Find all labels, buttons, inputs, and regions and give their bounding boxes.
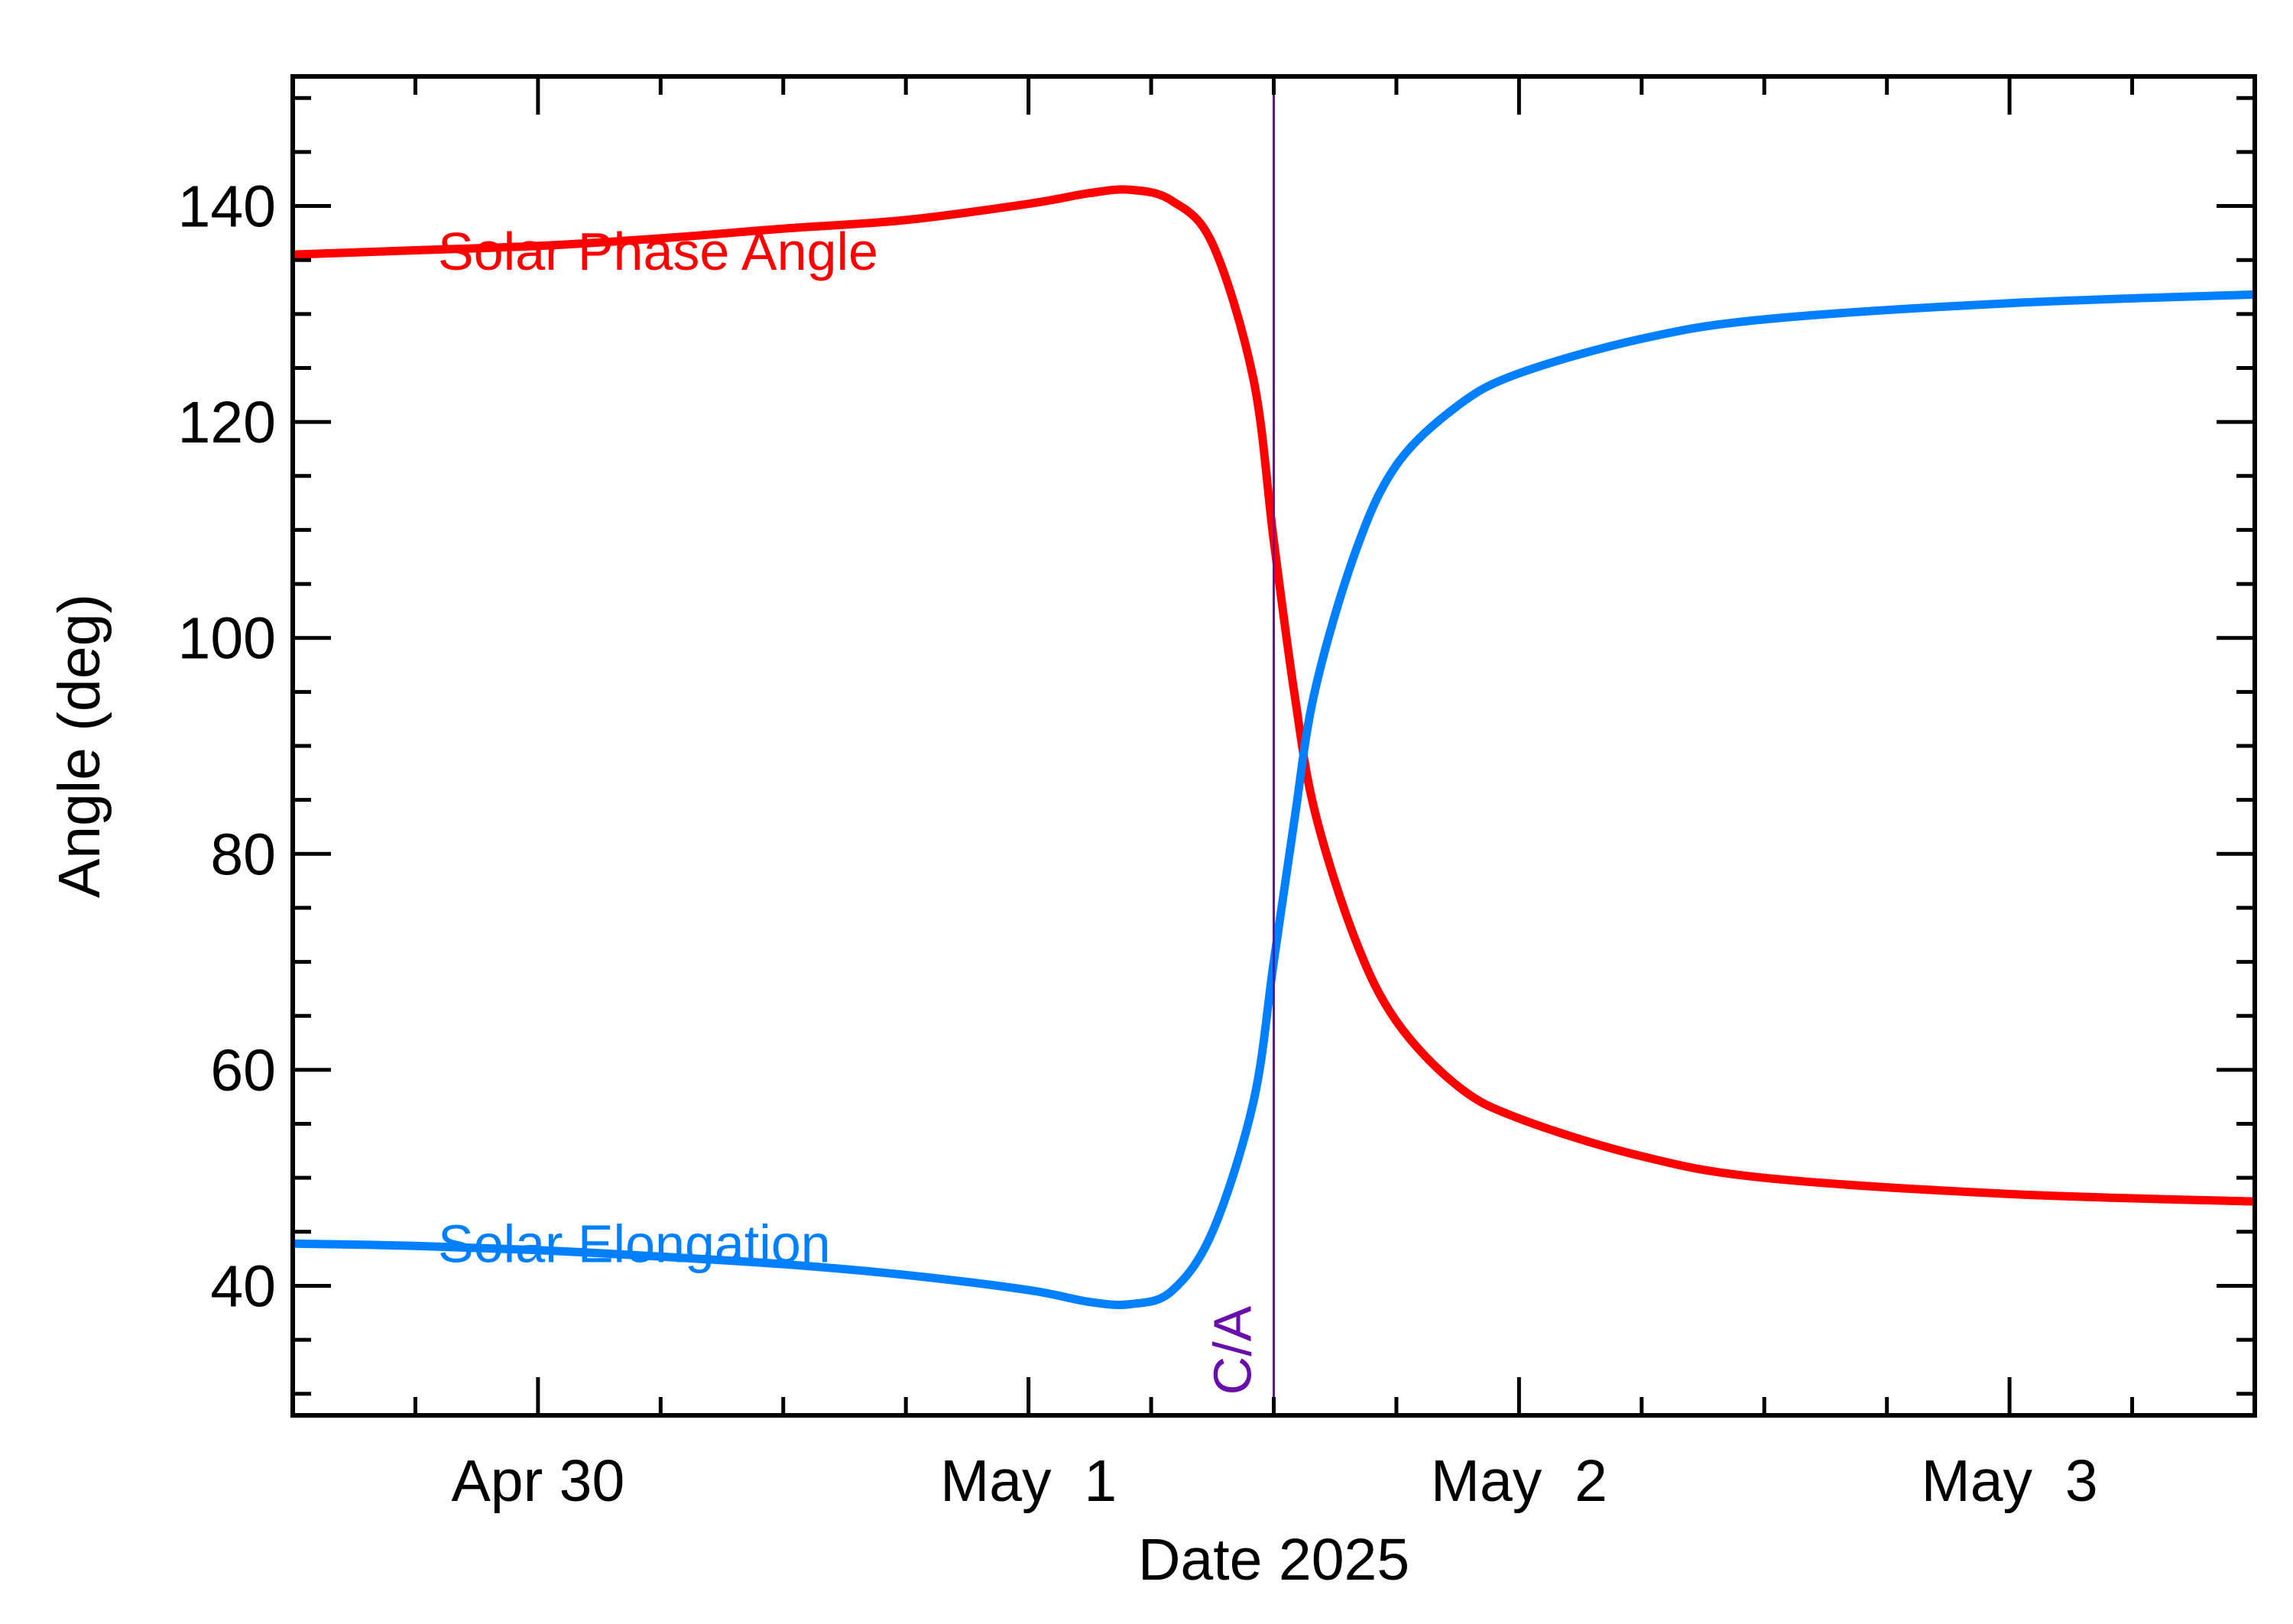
y-tick-label: 60 (210, 1038, 276, 1104)
y-tick-label: 40 (210, 1253, 276, 1319)
x-tick-label: May 2 (1431, 1448, 1607, 1514)
series-layer (292, 185, 2256, 1309)
series-label-solar-elongation: Solar Elongation (438, 1214, 831, 1273)
y-axis-tick-labels: 40 60 80 100 120 140 (178, 174, 276, 1320)
x-axis-title: Date 2025 (1138, 1527, 1409, 1593)
closest-approach-layer: C/A (1203, 76, 1275, 1415)
x-tick-label: May 1 (940, 1448, 1117, 1514)
axis-ticks (290, 76, 2257, 1415)
series-label-solar-phase-angle: Solar Phase Angle (438, 222, 878, 281)
x-tick-label: Apr 30 (451, 1448, 624, 1514)
y-tick-label: 80 (210, 822, 276, 887)
y-axis-title: Angle (deg) (47, 594, 112, 898)
x-axis-tick-labels: Apr 30 May 1 May 2 May 3 (451, 1448, 2097, 1514)
series-line-solar-phase-angle (292, 185, 2256, 1206)
x-tick-label: May 3 (1922, 1448, 2098, 1514)
y-tick-label: 140 (178, 174, 276, 240)
closest-approach-label: C/A (1203, 1305, 1263, 1395)
series-labels: Solar Phase Angle Solar Elongation (438, 222, 878, 1273)
y-tick-label: 100 (178, 606, 276, 672)
series-line-solar-elongation (292, 290, 2256, 1309)
y-tick-label: 120 (178, 390, 276, 455)
